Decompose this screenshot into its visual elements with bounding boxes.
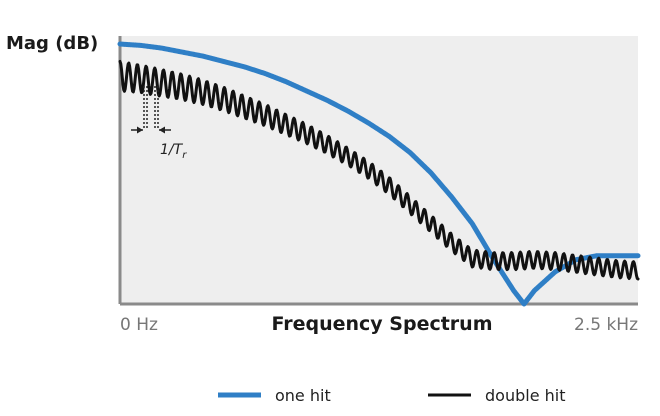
annotation-arrow-right-head — [159, 126, 165, 134]
annotation-label: 1/Tr — [160, 142, 187, 161]
series-line-one-hit — [117, 41, 641, 307]
legend: one hit double hit — [218, 386, 565, 405]
legend-label-one-hit: one hit — [275, 386, 331, 405]
x-tick-label-end: 2.5 kHz — [574, 315, 638, 335]
y-axis-label: Mag (dB) — [6, 33, 98, 54]
x-axis-label: Frequency Spectrum — [271, 313, 492, 335]
series-line-double-hit — [118, 59, 640, 281]
ripple-annotation: 1/Tr — [131, 86, 187, 161]
legend-label-double-hit: double hit — [485, 386, 565, 405]
annotation-arrow-left-head — [137, 126, 143, 134]
x-tick-label-start: 0 Hz — [120, 315, 158, 335]
